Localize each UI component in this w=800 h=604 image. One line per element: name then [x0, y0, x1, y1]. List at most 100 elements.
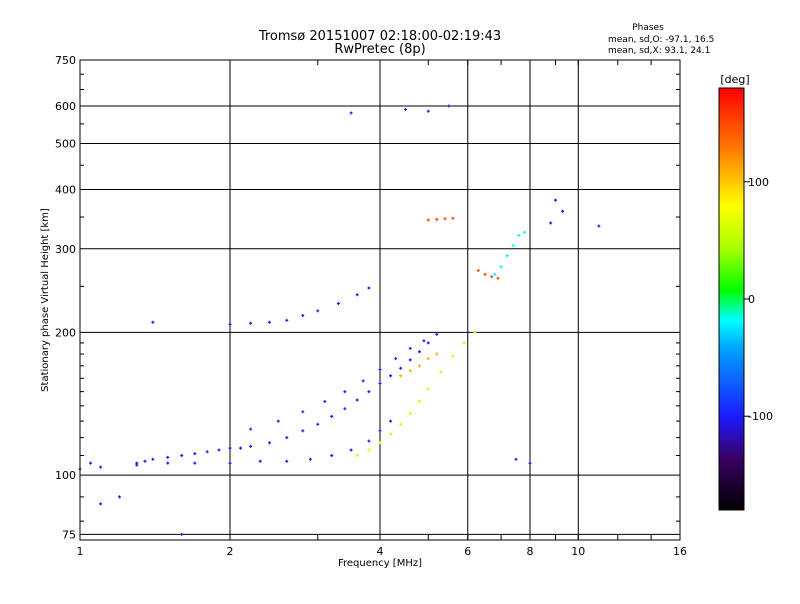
y-tick-label: 75	[62, 528, 76, 541]
data-point	[483, 272, 487, 276]
data-point	[258, 459, 262, 463]
data-point	[323, 399, 327, 403]
data-point	[389, 374, 393, 378]
data-point	[367, 439, 371, 443]
data-point	[451, 354, 455, 358]
data-point	[285, 459, 289, 463]
y-tick-label: 750	[55, 54, 76, 67]
data-point	[378, 429, 382, 433]
data-point	[349, 111, 353, 115]
data-point	[367, 448, 371, 452]
data-point	[597, 224, 601, 228]
data-point	[435, 352, 439, 356]
data-point	[435, 332, 439, 336]
y-tick-label: 400	[55, 184, 76, 197]
data-point	[403, 107, 407, 111]
data-point	[301, 410, 305, 414]
data-point	[499, 265, 503, 269]
data-point	[285, 436, 289, 440]
data-point	[426, 357, 430, 361]
data-point	[143, 459, 147, 463]
y-tick-label: 500	[55, 138, 76, 151]
x-tick-label: 2	[227, 545, 234, 558]
data-point	[408, 358, 412, 362]
data-point	[355, 454, 359, 458]
data-point	[316, 309, 320, 313]
y-tick-label: 100	[55, 469, 76, 482]
data-point	[180, 454, 184, 458]
y-tick-label: 200	[55, 326, 76, 339]
data-point	[301, 429, 305, 433]
plot-frame	[79, 59, 681, 541]
colorbar	[718, 87, 745, 511]
data-point	[367, 286, 371, 290]
data-point	[166, 455, 170, 459]
plot-grid	[80, 60, 680, 540]
data-point	[166, 461, 170, 465]
colorbar-tick-label: -100	[748, 410, 773, 423]
data-point	[316, 422, 320, 426]
x-axis-label: Frequency [MHz]	[338, 558, 422, 569]
colorbar-tick-label: 100	[748, 176, 769, 189]
data-point	[549, 221, 553, 225]
data-point	[228, 322, 232, 326]
phases-mean-x: mean, sd,X: 93.1, 24.1	[608, 46, 710, 56]
x-tick-label: 8	[527, 545, 534, 558]
x-tick-label: 16	[673, 545, 687, 558]
data-point	[514, 457, 518, 461]
x-tick-label: 6	[464, 545, 471, 558]
data-point	[217, 448, 221, 452]
data-point	[490, 275, 494, 279]
data-point	[151, 457, 155, 461]
data-point	[399, 366, 403, 370]
data-point	[180, 532, 184, 536]
data-point	[462, 341, 466, 345]
data-point	[228, 446, 232, 450]
data-point	[343, 390, 347, 394]
data-point	[267, 320, 271, 324]
colorbar-unit: [deg]	[720, 73, 749, 86]
data-point	[443, 217, 447, 221]
data-point	[426, 109, 430, 113]
phases-heading: Phases	[632, 23, 664, 33]
data-point	[228, 461, 232, 465]
data-point	[205, 450, 209, 454]
data-point	[193, 452, 197, 456]
data-point	[308, 457, 312, 461]
data-point	[394, 357, 398, 361]
data-point	[355, 398, 359, 402]
data-point	[249, 444, 253, 448]
data-point	[511, 243, 515, 247]
data-point	[408, 369, 412, 373]
data-point	[493, 272, 497, 276]
data-point	[426, 218, 430, 222]
chart-title: Tromsø 20151007 02:18:00-02:19:43	[258, 29, 501, 44]
data-point	[151, 320, 155, 324]
chart-subtitle: RwPretec (8p)	[334, 42, 425, 57]
data-point	[426, 387, 430, 391]
data-point	[399, 422, 403, 426]
data-point	[523, 230, 527, 234]
data-point	[389, 432, 393, 436]
data-point	[399, 374, 403, 378]
data-point	[505, 254, 509, 258]
data-point	[285, 318, 289, 322]
data-point	[301, 314, 305, 318]
data-point	[193, 461, 197, 465]
data-point	[355, 293, 359, 297]
data-point	[408, 346, 412, 350]
x-tick-label: 4	[377, 545, 384, 558]
data-point	[422, 339, 426, 343]
data-point	[89, 461, 93, 465]
data-point	[417, 364, 421, 368]
data-point	[99, 465, 103, 469]
data-point	[447, 104, 451, 108]
data-point	[249, 321, 253, 325]
data-point	[330, 414, 334, 418]
plot-axes: 1 2 4 6 8 10 16 75 100 200 300 400 500 600 750	[55, 54, 687, 558]
data-point	[349, 448, 353, 452]
data-point	[135, 463, 139, 467]
data-point	[117, 495, 121, 499]
x-tick-label: 1	[77, 545, 84, 558]
